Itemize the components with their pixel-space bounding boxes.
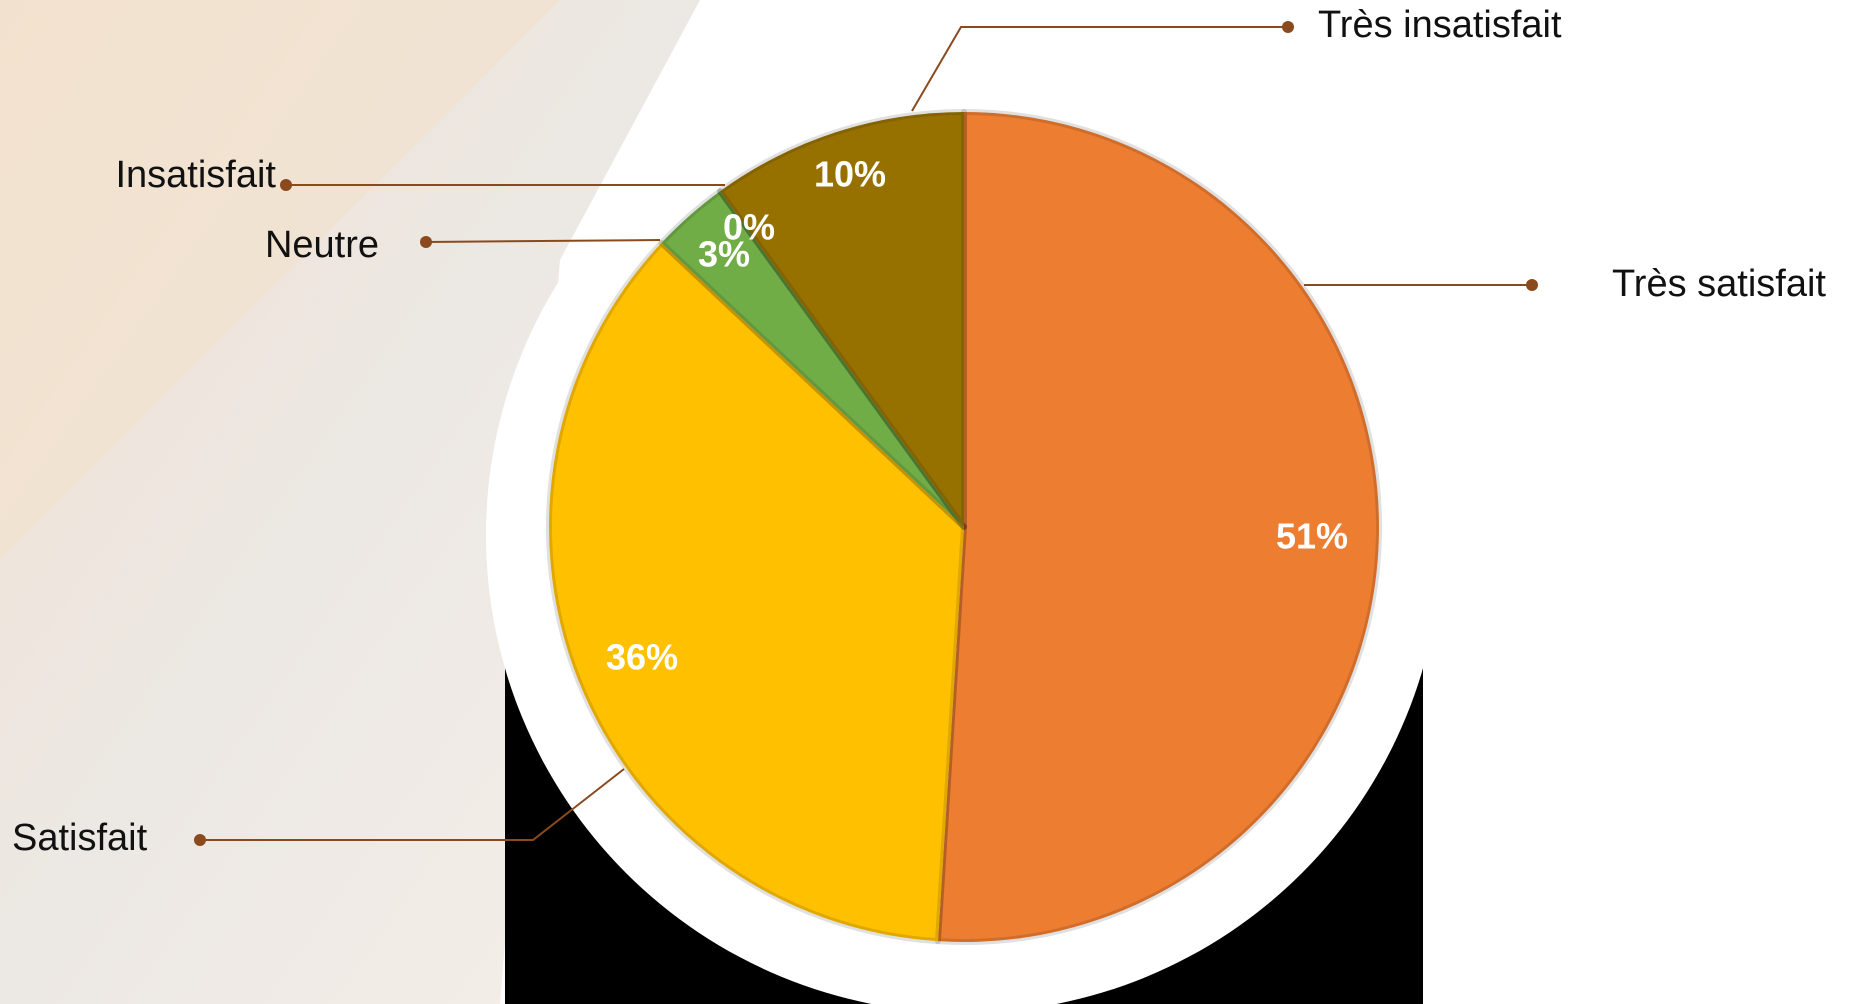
data-label: 0% [723, 207, 775, 248]
data-label: 3% [698, 234, 750, 275]
leader-line [911, 26, 1288, 112]
leader-dot [1282, 21, 1294, 33]
leader-dot [1526, 279, 1538, 291]
pie-slice [717, 188, 967, 530]
labels: Très satisfait 51% Satisfait 36% Neutre 3% Ins… [12, 4, 1826, 859]
leader-line [425, 239, 661, 243]
background-shape [0, 0, 560, 560]
category-label: Très satisfait [1612, 263, 1826, 305]
data-label: 51% [1276, 516, 1348, 557]
leader-dot [194, 834, 206, 846]
data-label: 10% [814, 154, 886, 195]
pie-slice [717, 109, 967, 530]
category-label: Neutre [265, 224, 379, 266]
category-label: Satisfait [12, 817, 148, 859]
pie-slice [934, 109, 1382, 945]
pie [546, 109, 1382, 945]
leader-line [200, 768, 625, 841]
pie-slice [658, 188, 967, 530]
leader-dot [420, 236, 432, 248]
pie-slice [546, 239, 967, 945]
category-label: Très insatisfait [1318, 4, 1562, 46]
category-label: Insatisfait [115, 154, 276, 196]
leader-dot [280, 179, 292, 191]
data-label: 36% [606, 637, 678, 678]
